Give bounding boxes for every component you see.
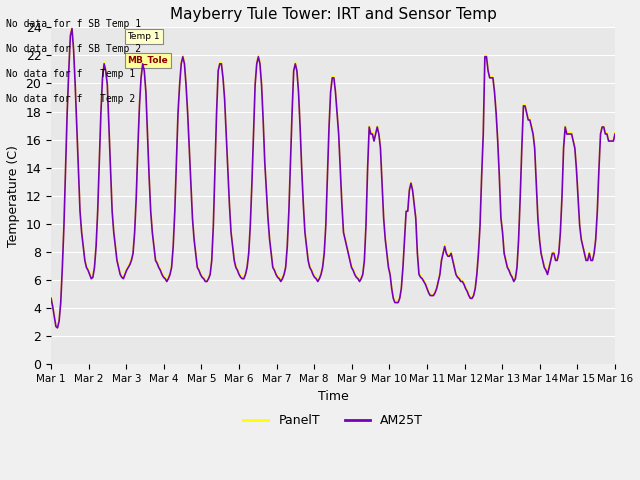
Line: PanelT: PanelT: [51, 27, 615, 328]
PanelT: [274, 273, 282, 279]
PanelT: [285, 207, 292, 213]
PanelT: [54, 325, 61, 331]
PanelT: [68, 24, 76, 30]
AM25T: [285, 208, 292, 214]
Text: No data for f   Temp 2: No data for f Temp 2: [6, 94, 136, 104]
Text: MB_Tole: MB_Tole: [127, 56, 168, 65]
Text: No data for f SB Temp 2: No data for f SB Temp 2: [6, 44, 141, 54]
AM25T: [596, 131, 604, 137]
PanelT: [166, 270, 174, 276]
Title: Mayberry Tule Tower: IRT and Sensor Temp: Mayberry Tule Tower: IRT and Sensor Temp: [170, 7, 497, 22]
AM25T: [68, 26, 76, 32]
Line: AM25T: AM25T: [51, 29, 615, 328]
PanelT: [611, 130, 619, 135]
PanelT: [170, 242, 177, 248]
Text: No data for f SB Temp 1: No data for f SB Temp 1: [6, 19, 141, 29]
AM25T: [274, 275, 282, 280]
AM25T: [47, 296, 55, 301]
PanelT: [47, 294, 55, 300]
AM25T: [166, 272, 174, 277]
AM25T: [104, 82, 111, 88]
X-axis label: Time: Time: [317, 390, 348, 403]
AM25T: [170, 243, 177, 249]
AM25T: [611, 131, 619, 137]
Legend: PanelT, AM25T: PanelT, AM25T: [238, 409, 428, 432]
Text: Temp 1: Temp 1: [127, 32, 160, 41]
PanelT: [596, 130, 604, 135]
Y-axis label: Temperature (C): Temperature (C): [7, 145, 20, 247]
Text: No data for f   Temp 1: No data for f Temp 1: [6, 69, 136, 79]
AM25T: [54, 325, 61, 331]
PanelT: [104, 81, 111, 86]
